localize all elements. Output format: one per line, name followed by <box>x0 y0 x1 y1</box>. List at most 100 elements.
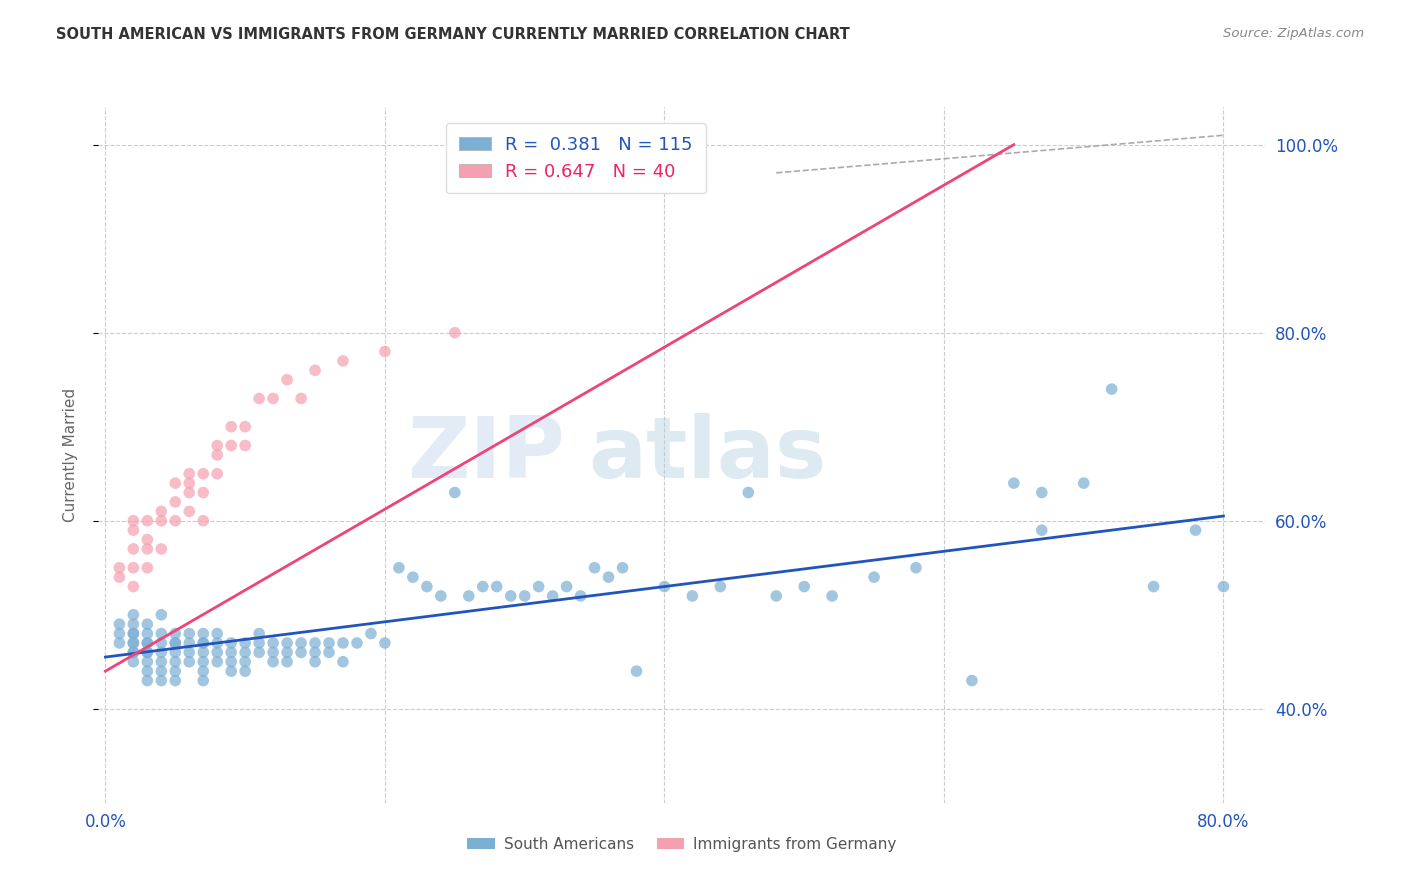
Point <box>233 664 256 678</box>
Point <box>205 655 228 669</box>
Point <box>205 438 228 452</box>
Point <box>205 645 228 659</box>
Point <box>136 541 159 556</box>
Point <box>304 636 326 650</box>
Point <box>150 664 173 678</box>
Point <box>233 645 256 659</box>
Point <box>290 636 312 650</box>
Y-axis label: Currently Married: Currently Married <box>63 388 77 522</box>
Point <box>485 580 508 594</box>
Point <box>443 485 465 500</box>
Point <box>165 514 187 528</box>
Point <box>513 589 536 603</box>
Point <box>179 655 201 669</box>
Point <box>136 645 159 659</box>
Point <box>165 626 187 640</box>
Point <box>233 438 256 452</box>
Point <box>1101 382 1123 396</box>
Point <box>219 655 242 669</box>
Point <box>193 636 215 650</box>
Point <box>1031 523 1053 537</box>
Point <box>122 514 145 528</box>
Point <box>205 467 228 481</box>
Point <box>193 673 215 688</box>
Point <box>471 580 494 594</box>
Point <box>122 523 145 537</box>
Point <box>262 392 284 406</box>
Point <box>179 467 201 481</box>
Point <box>136 636 159 650</box>
Point <box>193 485 215 500</box>
Point <box>904 560 927 574</box>
Point <box>388 560 411 574</box>
Point <box>136 636 159 650</box>
Point <box>165 476 187 491</box>
Point <box>1184 523 1206 537</box>
Point <box>165 673 187 688</box>
Point <box>1073 476 1095 491</box>
Point <box>122 655 145 669</box>
Point <box>276 645 298 659</box>
Point <box>150 541 173 556</box>
Point <box>179 504 201 518</box>
Point <box>276 373 298 387</box>
Point <box>430 589 453 603</box>
Point <box>709 580 731 594</box>
Point <box>262 645 284 659</box>
Point <box>136 655 159 669</box>
Point <box>108 560 131 574</box>
Point <box>1212 580 1234 594</box>
Point <box>290 392 312 406</box>
Point <box>765 589 787 603</box>
Point <box>193 636 215 650</box>
Point <box>165 636 187 650</box>
Text: SOUTH AMERICAN VS IMMIGRANTS FROM GERMANY CURRENTLY MARRIED CORRELATION CHART: SOUTH AMERICAN VS IMMIGRANTS FROM GERMAN… <box>56 27 851 42</box>
Point <box>233 636 256 650</box>
Point <box>332 636 354 650</box>
Point <box>443 326 465 340</box>
Point <box>332 354 354 368</box>
Point <box>262 655 284 669</box>
Point <box>318 636 340 650</box>
Point <box>304 363 326 377</box>
Point <box>122 617 145 632</box>
Point <box>654 580 676 594</box>
Point <box>165 636 187 650</box>
Point <box>122 636 145 650</box>
Point <box>205 636 228 650</box>
Point <box>205 448 228 462</box>
Point <box>136 626 159 640</box>
Text: Source: ZipAtlas.com: Source: ZipAtlas.com <box>1223 27 1364 40</box>
Point <box>374 843 396 857</box>
Point <box>165 664 187 678</box>
Point <box>165 645 187 659</box>
Point <box>193 626 215 640</box>
Text: ZIP: ZIP <box>408 413 565 497</box>
Point <box>150 504 173 518</box>
Point <box>150 673 173 688</box>
Point <box>374 344 396 359</box>
Point <box>612 560 634 574</box>
Point <box>1142 580 1164 594</box>
Point <box>304 645 326 659</box>
Point <box>150 626 173 640</box>
Point <box>1002 476 1025 491</box>
Point <box>150 607 173 622</box>
Point <box>136 514 159 528</box>
Point <box>122 645 145 659</box>
Point <box>247 626 270 640</box>
Point <box>402 570 425 584</box>
Point <box>179 645 201 659</box>
Point <box>122 626 145 640</box>
Point <box>290 645 312 659</box>
Point <box>136 533 159 547</box>
Point <box>233 419 256 434</box>
Point <box>1031 485 1053 500</box>
Point <box>219 645 242 659</box>
Point <box>179 476 201 491</box>
Point <box>793 580 815 594</box>
Point <box>108 617 131 632</box>
Point <box>122 626 145 640</box>
Point <box>150 645 173 659</box>
Point <box>416 580 439 594</box>
